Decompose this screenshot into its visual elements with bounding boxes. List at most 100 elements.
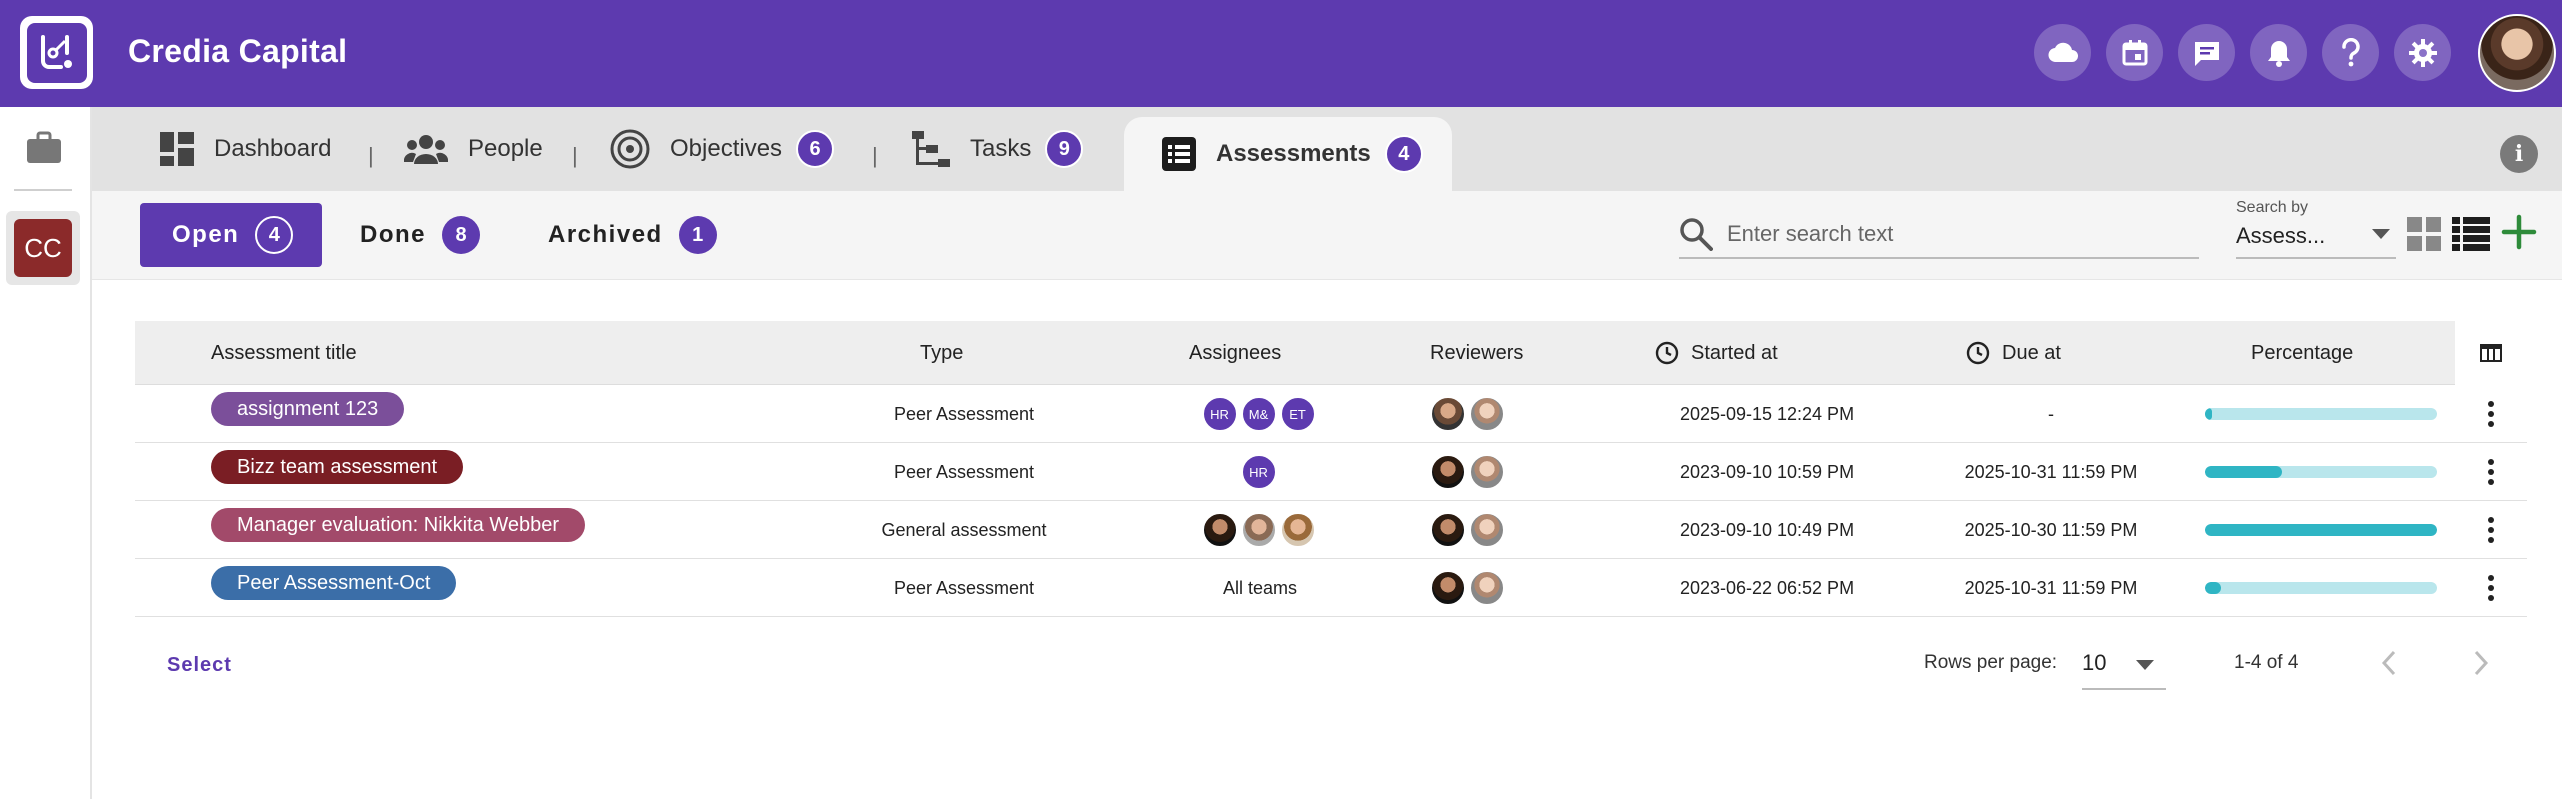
calendar-button[interactable] <box>2106 24 2163 81</box>
column-header-label: Started at <box>1691 341 1778 364</box>
column-header-percentage[interactable]: Percentage <box>2251 341 2354 364</box>
more-vert-icon[interactable] <box>2479 394 2503 434</box>
more-vert-icon[interactable] <box>2479 452 2503 492</box>
chevron-right-icon[interactable] <box>2468 648 2492 678</box>
reviewer-avatar[interactable] <box>1430 570 1466 606</box>
help-button[interactable] <box>2322 24 2379 81</box>
select-button[interactable]: Select <box>167 654 232 676</box>
app-title: Credia Capital <box>128 33 348 69</box>
tab-objectives[interactable]: Objectives 6 <box>610 107 835 191</box>
more-vert-icon[interactable] <box>2479 568 2503 608</box>
percentage-cell <box>2205 385 2437 443</box>
column-header-started[interactable]: Started at <box>1655 321 1778 385</box>
table-row[interactable]: Bizz team assessment Peer Assessment HR 202… <box>135 443 2527 501</box>
filter-bar: Open 4 Done 8 Archived 1 Search by Asses… <box>92 191 2562 280</box>
briefcase-button[interactable] <box>24 129 64 167</box>
rows-per-page-select[interactable]: 10 <box>2082 638 2166 690</box>
assignee-avatar[interactable] <box>1240 512 1277 548</box>
reviewer-avatar[interactable] <box>1469 454 1505 490</box>
columns-icon <box>2480 344 2502 362</box>
percentage-cell <box>2205 559 2437 617</box>
column-header-title[interactable]: Assessment title <box>211 341 357 364</box>
started-at-cell: 2023-06-22 06:52 PM <box>1679 577 1855 598</box>
add-icon[interactable] <box>2500 213 2538 251</box>
notifications-button[interactable] <box>2250 24 2307 81</box>
column-header-assignees[interactable]: Assignees <box>1189 341 1282 364</box>
tab-label: People <box>468 135 543 162</box>
progress-fill <box>2205 524 2437 536</box>
filter-done-button[interactable]: Done 8 <box>360 203 480 267</box>
chat-icon <box>2194 41 2219 66</box>
tab-people[interactable]: People <box>404 107 543 191</box>
kebab-dot <box>2488 459 2494 465</box>
due-at-cell: - <box>2048 403 2054 424</box>
gear-icon <box>2408 38 2437 67</box>
user-avatar[interactable] <box>2478 14 2556 92</box>
filter-open-button[interactable]: Open 4 <box>140 203 322 267</box>
row-actions-cell <box>2479 501 2503 559</box>
assignee-avatar[interactable] <box>1201 512 1238 548</box>
tab-separator: | <box>368 143 374 168</box>
reviewer-avatar[interactable] <box>1430 396 1466 432</box>
settings-button[interactable] <box>2394 24 2451 81</box>
filter-label: Done <box>360 221 426 248</box>
filter-count-badge: 1 <box>678 216 717 254</box>
column-header-due[interactable]: Due at <box>1966 321 2061 385</box>
assignee-avatar[interactable]: ET <box>1279 396 1316 432</box>
info-icon[interactable]: i <box>2500 135 2538 173</box>
rows-per-page-label: Rows per page: <box>1924 652 2058 673</box>
chevron-left-icon[interactable] <box>2378 648 2402 678</box>
reviewers-cell <box>1430 559 1508 617</box>
row-actions-cell <box>2479 385 2503 443</box>
table-row[interactable]: assignment 123 Peer Assessment HR M& ET 2025-… <box>135 385 2527 443</box>
tab-assessments[interactable]: Assessments 4 <box>1124 117 1452 191</box>
reviewer-avatar[interactable] <box>1430 512 1466 548</box>
progress-fill <box>2205 408 2212 420</box>
workspace-avatar: CC <box>14 219 72 277</box>
tab-label: Assessments <box>1216 140 1371 167</box>
briefcase-icon <box>27 131 61 163</box>
assignee-avatar[interactable]: HR <box>1240 454 1277 490</box>
type-cell: Peer Assessment <box>893 403 1035 424</box>
app-logo[interactable] <box>20 16 93 89</box>
cloud-button[interactable] <box>2034 24 2091 81</box>
tab-dashboard[interactable]: Dashboard <box>160 107 331 191</box>
reviewers-cell <box>1430 385 1508 443</box>
search-input[interactable] <box>1727 221 2167 247</box>
chat-button[interactable] <box>2178 24 2235 81</box>
column-settings-button[interactable] <box>2455 321 2527 385</box>
assessment-title-chip[interactable]: Peer Assessment-Oct <box>211 566 457 600</box>
filter-label: Archived <box>548 221 663 248</box>
filter-archived-button[interactable]: Archived 1 <box>548 203 717 267</box>
assignee-avatar[interactable]: M& <box>1240 396 1277 432</box>
list-icon <box>1162 137 1196 171</box>
list-view-icon[interactable] <box>2452 217 2490 251</box>
more-vert-icon[interactable] <box>2479 510 2503 550</box>
tab-tasks[interactable]: Tasks 9 <box>912 107 1084 191</box>
reviewer-avatar[interactable] <box>1469 512 1505 548</box>
percentage-cell <box>2205 443 2437 501</box>
table-row[interactable]: Manager evaluation: Nikkita Webber Genera… <box>135 501 2527 559</box>
grid-view-icon[interactable] <box>2407 217 2441 251</box>
assessments-table: Assessment title Type Assignees Reviewer… <box>135 321 2527 617</box>
search-by-select[interactable]: Search by Assess... <box>2236 199 2396 259</box>
search-by-value: Assess... <box>2236 223 2326 248</box>
reviewer-avatar[interactable] <box>1469 570 1505 606</box>
reviewer-avatar[interactable] <box>1469 396 1505 432</box>
assessment-title-chip[interactable]: Bizz team assessment <box>211 450 464 484</box>
search-box <box>1679 209 2199 259</box>
assignees-cell: HR M& ET <box>1135 385 1385 443</box>
assignee-avatar[interactable] <box>1279 512 1316 548</box>
table-row[interactable]: Peer Assessment-Oct Peer Assessment All te… <box>135 559 2527 617</box>
assignee-avatar[interactable]: HR <box>1201 396 1238 432</box>
assessment-title-chip[interactable]: assignment 123 <box>211 392 405 426</box>
assignees-cell: HR <box>1135 443 1385 501</box>
kebab-dot <box>2488 469 2494 475</box>
column-header-type[interactable]: Type <box>920 341 964 364</box>
workspace-switcher[interactable]: CC <box>6 211 80 285</box>
assessment-title-chip[interactable]: Manager evaluation: Nikkita Webber <box>211 508 586 542</box>
column-header-reviewers[interactable]: Reviewers <box>1430 341 1524 364</box>
tab-separator: | <box>872 143 878 168</box>
progress-bar <box>2205 466 2437 478</box>
reviewer-avatar[interactable] <box>1430 454 1466 490</box>
